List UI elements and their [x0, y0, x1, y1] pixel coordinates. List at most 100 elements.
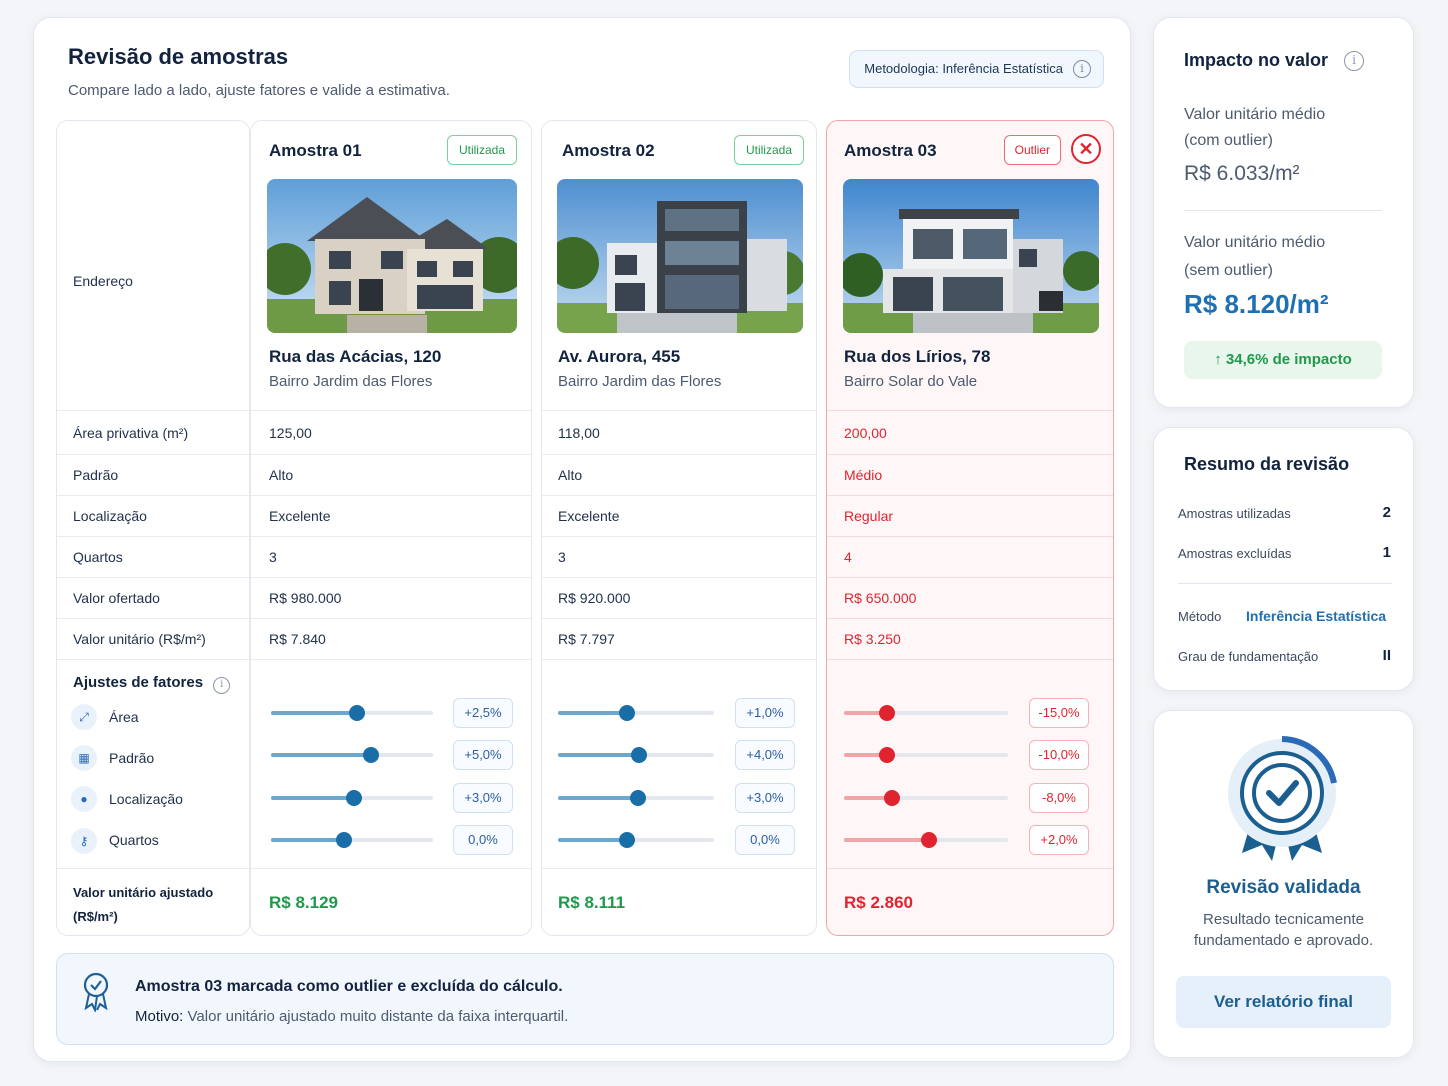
cell-standard: Alto	[558, 467, 583, 483]
without-outlier-label-1: Valor unitário médio	[1184, 234, 1326, 251]
close-icon[interactable]: ✕	[1071, 134, 1101, 164]
summary-card: Resumo da revisão Amostras utilizadas 2 …	[1153, 427, 1414, 691]
slider-knob[interactable]	[631, 747, 648, 763]
slider-knob[interactable]	[878, 747, 895, 763]
cell-offered: R$ 980.000	[269, 590, 342, 606]
label-adjusted-2: (R$/m²)	[73, 909, 118, 924]
slider-knob[interactable]	[618, 832, 635, 848]
labels-column: Endereço Área privativa (m²) Padrão Loca…	[56, 120, 250, 936]
cell-standard: Alto	[269, 467, 294, 483]
info-icon[interactable]: i	[213, 677, 231, 694]
adjust-value: +5,0%	[453, 740, 513, 770]
sample-address: Rua dos Lírios, 78	[844, 347, 991, 366]
factor-location: Localização	[109, 791, 183, 807]
location-pin-icon: ●	[71, 786, 97, 812]
slider-area[interactable]	[271, 705, 433, 721]
slider-area[interactable]	[558, 705, 714, 721]
adjust-value: +3,0%	[453, 783, 513, 813]
impact-badge: ↑ 34,6% de impacto	[1184, 341, 1382, 379]
info-icon[interactable]: i	[1344, 51, 1364, 71]
note-reason: Motivo: Valor unitário ajustado muito di…	[135, 1008, 568, 1025]
validation-card: Revisão validada Resultado tecnicamente …	[1153, 710, 1414, 1058]
status-badge: Utilizada	[733, 135, 804, 165]
adjust-title-text: Ajustes de fatores	[73, 674, 204, 691]
review-card: Revisão de amostras Compare lado a lado,…	[33, 17, 1131, 1062]
methodology-pill[interactable]: Metodologia: Inferência Estatística i	[849, 50, 1104, 88]
slider-knob[interactable]	[335, 832, 352, 848]
note-reason-text: Valor unitário ajustado muito distante d…	[187, 1008, 569, 1025]
adjust-title: Ajustes de fatores i	[73, 674, 231, 694]
used-label: Amostras utilizadas	[1178, 506, 1291, 521]
divider	[1178, 583, 1392, 584]
adjust-value: -8,0%	[1029, 783, 1089, 813]
area-factor-icon: ⤢	[71, 704, 97, 730]
cell-unit: R$ 7.797	[558, 631, 615, 647]
sample-card-01: Amostra 01 Utilizada Rua das Acácias, 12…	[250, 120, 532, 936]
page-subtitle: Compare lado a lado, ajuste fatores e va…	[68, 82, 450, 99]
factor-rooms: Quartos	[109, 832, 159, 848]
slider-rooms[interactable]	[844, 832, 1008, 848]
cell-unit: R$ 7.840	[269, 631, 326, 647]
note-reason-label: Motivo:	[135, 1008, 184, 1025]
without-outlier-label-2: (sem outlier)	[1184, 262, 1273, 279]
methodology-label: Metodologia: Inferência Estatística	[864, 61, 1063, 76]
sample-neighborhood: Bairro Jardim das Flores	[269, 373, 433, 390]
slider-knob[interactable]	[878, 705, 895, 721]
cell-unit: R$ 3.250	[844, 631, 901, 647]
slider-location[interactable]	[271, 790, 433, 806]
slider-knob[interactable]	[618, 705, 635, 721]
label-unit: Valor unitário (R$/m²)	[73, 631, 206, 647]
cell-location: Excelente	[269, 508, 331, 524]
sample-address: Rua das Acácias, 120	[269, 347, 442, 366]
method-label: Método	[1178, 609, 1222, 624]
sample-neighborhood: Bairro Solar do Vale	[844, 373, 978, 390]
slider-standard[interactable]	[844, 747, 1008, 763]
cell-offered: R$ 650.000	[844, 590, 917, 606]
with-outlier-value: R$ 6.033/m²	[1184, 162, 1300, 185]
without-outlier-value: R$ 8.120/m²	[1184, 289, 1329, 319]
label-rooms: Quartos	[73, 549, 123, 565]
adjust-value: -10,0%	[1029, 740, 1089, 770]
slider-knob[interactable]	[345, 790, 362, 806]
label-offered: Valor ofertado	[73, 590, 160, 606]
label-adjusted-1: Valor unitário ajustado	[73, 885, 214, 900]
summary-title: Resumo da revisão	[1184, 454, 1350, 474]
cell-offered: R$ 920.000	[558, 590, 631, 606]
sample-title: Amostra 02	[562, 141, 655, 160]
impact-card: Impacto no valor i Valor unitário médio …	[1153, 17, 1414, 408]
label-location: Localização	[73, 508, 147, 524]
validation-text-1: Resultado tecnicamente	[1203, 911, 1364, 928]
key-factor-icon: ⚷	[71, 828, 97, 854]
sample-title: Amostra 03	[844, 141, 937, 160]
page-title: Revisão de amostras	[68, 44, 289, 69]
slider-knob[interactable]	[629, 790, 646, 806]
adjust-value: -15,0%	[1029, 698, 1089, 728]
impact-title: Impacto no valor	[1184, 50, 1329, 70]
validation-text-2: fundamentado e aprovado.	[1193, 932, 1374, 949]
label-standard: Padrão	[73, 467, 119, 483]
house-photo	[557, 179, 803, 333]
view-report-button[interactable]: Ver relatório final	[1176, 976, 1391, 1028]
adjust-value: +2,0%	[1029, 825, 1089, 855]
slider-standard[interactable]	[558, 747, 714, 763]
slider-rooms[interactable]	[558, 832, 714, 848]
slider-knob[interactable]	[883, 790, 900, 806]
validation-title: Revisão validada	[1206, 877, 1361, 898]
label-address: Endereço	[73, 273, 133, 289]
sample-card-02: Amostra 02 Utilizada Av. Aurora, 455 Bai…	[541, 120, 817, 936]
slider-rooms[interactable]	[271, 832, 433, 848]
cell-area: 125,00	[269, 425, 312, 441]
slider-knob[interactable]	[348, 705, 365, 721]
slider-standard[interactable]	[271, 747, 433, 763]
factor-area: Área	[109, 709, 139, 725]
cell-location: Excelente	[558, 508, 620, 524]
info-icon[interactable]: i	[1073, 60, 1091, 78]
slider-knob[interactable]	[921, 832, 938, 848]
grade-value: II	[1382, 647, 1391, 664]
slider-knob[interactable]	[363, 747, 380, 763]
house-photo	[267, 179, 517, 333]
slider-location[interactable]	[558, 790, 714, 806]
adjusted-value: R$ 2.860	[844, 893, 913, 912]
slider-location[interactable]	[844, 790, 1008, 806]
slider-area[interactable]	[844, 705, 1008, 721]
